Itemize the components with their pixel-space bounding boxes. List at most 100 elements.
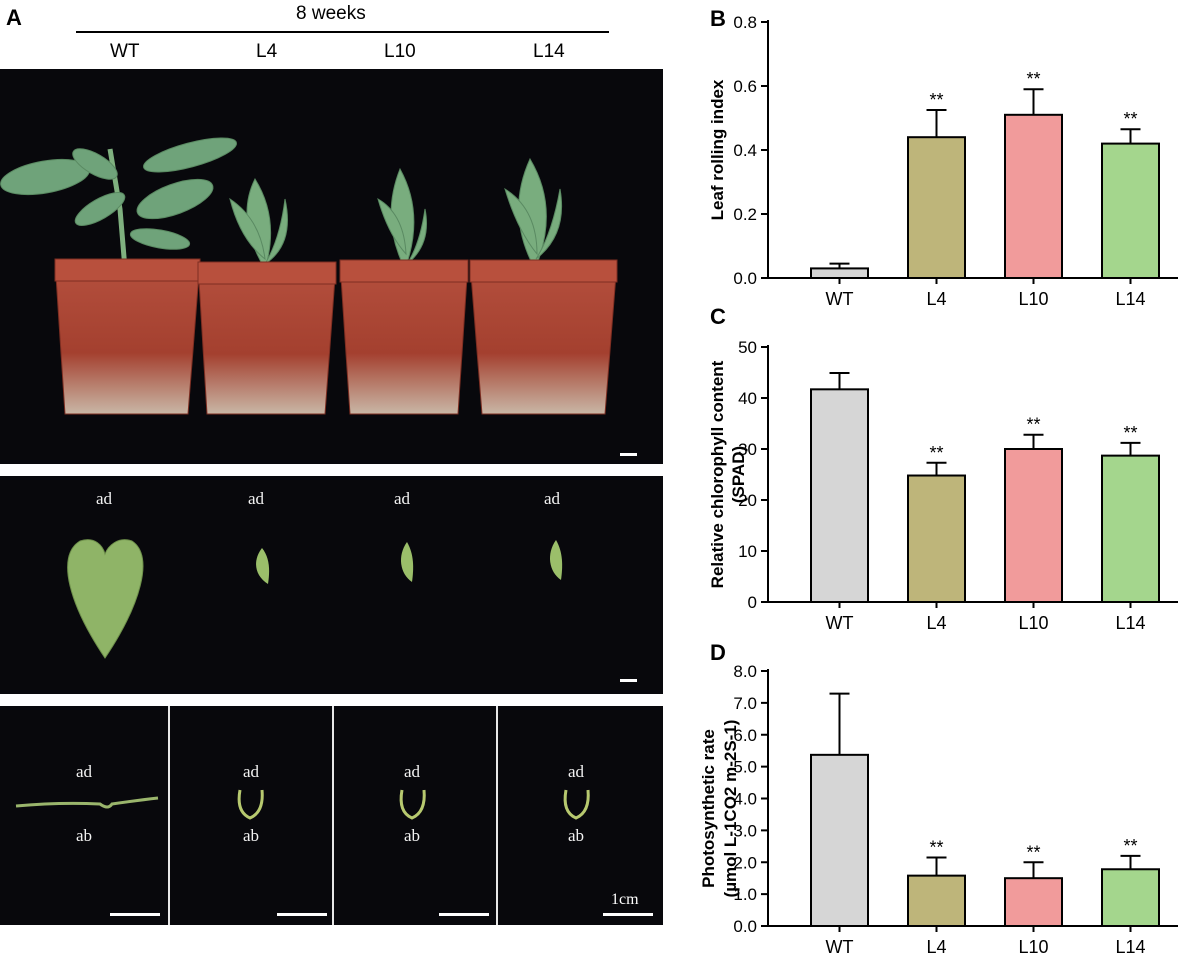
bar-l4 <box>907 874 966 928</box>
l4-section <box>237 789 264 820</box>
panel-b-label: B <box>710 6 726 31</box>
y-tick-label: 0.8 <box>733 13 757 32</box>
bar-l10 <box>1004 448 1063 603</box>
l10-section <box>399 789 426 820</box>
header-line <box>76 31 609 33</box>
y-tick-label: 5.0 <box>733 758 757 777</box>
y-tick-label: 0.2 <box>733 205 757 224</box>
bar-l10 <box>1004 113 1063 279</box>
leaf-label-ad-wt: ad <box>96 489 113 508</box>
y-tick-label: 6.0 <box>733 726 757 745</box>
panel-d-label: D <box>710 640 726 665</box>
panel-a-header: 8 weeks <box>296 3 366 24</box>
section-label-ad-wt: ad <box>76 762 93 781</box>
divider-2 <box>332 706 334 925</box>
bar-l14 <box>1101 868 1160 928</box>
y-tick-label: 50 <box>738 338 757 357</box>
y-tick-label: 2.0 <box>733 853 757 872</box>
l4-leaf <box>256 548 270 584</box>
y-tick-label: 0.4 <box>733 141 757 160</box>
chart-b: B 0.0 0.2 0.4 0.6 0.8 WT L4 ** L10 ** L14 ** Leaf rol… <box>708 6 1178 309</box>
bar-l4 <box>907 474 966 603</box>
bar-l14 <box>1101 142 1160 279</box>
plants-photo <box>0 69 663 464</box>
section-label-ab-l4: ab <box>243 826 260 845</box>
significance-label: ** <box>929 90 943 110</box>
x-tick-label: L10 <box>1018 289 1048 309</box>
leaf-label-ad-l4: ad <box>248 489 265 508</box>
section-label-ad-l14: ad <box>568 762 585 781</box>
y-axis-label: Photosynthetic rate <box>699 729 718 888</box>
column-label-l14: L14 <box>533 41 565 62</box>
l4-plant <box>229 177 288 271</box>
leaf-label-ad-l10: ad <box>394 489 411 508</box>
x-tick-label: L14 <box>1115 613 1145 633</box>
section-label-ab-l10: ab <box>404 826 421 845</box>
scale-bar-6 <box>603 913 653 916</box>
y-tick-label: 10 <box>738 542 757 561</box>
y-tick-label: 40 <box>738 389 757 408</box>
significance-label: ** <box>1026 69 1040 89</box>
y-tick-label: 0.6 <box>733 77 757 96</box>
significance-label: ** <box>1026 842 1040 862</box>
leaf-label-ad-l14: ad <box>544 489 561 508</box>
significance-label: ** <box>929 837 943 857</box>
bar-l14 <box>1101 454 1160 603</box>
l10-leaf <box>400 542 414 582</box>
scale-bar-5 <box>439 913 489 916</box>
y-tick-label: 8.0 <box>733 662 757 681</box>
section-label-ad-l4: ad <box>243 762 260 781</box>
y-tick-label: 20 <box>738 491 757 510</box>
x-tick-label: L10 <box>1018 937 1048 957</box>
x-tick-label: L14 <box>1115 289 1145 309</box>
x-tick-label: WT <box>826 289 854 309</box>
divider-1 <box>168 706 170 925</box>
y-tick-label: 0.0 <box>733 269 757 288</box>
y-tick-label: 4.0 <box>733 790 757 809</box>
chart-d: D 0.0 1.0 2.0 3.0 4.0 5.0 6.0 7.0 8.0 WT L4 ** L10 ** L… <box>699 640 1178 957</box>
y-tick-label: 7.0 <box>733 694 757 713</box>
bar-l4 <box>907 136 966 279</box>
column-label-l10: L10 <box>384 41 416 62</box>
chart-c: C 0 10 20 30 40 50 WT L4 ** L10 ** L14 ** Relative chl… <box>708 304 1178 633</box>
wt-section <box>15 796 159 809</box>
scale-bar-1 <box>620 453 637 456</box>
significance-label: ** <box>1026 415 1040 435</box>
bar-wt <box>810 388 869 603</box>
x-tick-label: L4 <box>926 937 946 957</box>
x-tick-label: WT <box>826 613 854 633</box>
y-tick-label: 1.0 <box>733 885 757 904</box>
y-axis-label: Relative chlorophyll content <box>708 360 727 588</box>
y-tick-label: 0 <box>748 593 757 612</box>
leaves-photo: ad ad ad ad <box>0 476 663 694</box>
y-axis-label: Leaf rolling index <box>708 79 727 220</box>
x-tick-label: L10 <box>1018 613 1048 633</box>
bar-l10 <box>1004 877 1063 927</box>
bar-wt <box>810 753 869 927</box>
section-label-ad-l10: ad <box>404 762 421 781</box>
y-axis-label-units: (SPAD) <box>729 446 748 503</box>
divider-3 <box>496 706 498 925</box>
y-tick-label: 30 <box>738 440 757 459</box>
column-label-wt: WT <box>110 41 140 62</box>
panel-a-label: A <box>6 5 22 30</box>
section-label-ab-l14: ab <box>568 826 585 845</box>
l10-plant <box>377 167 428 271</box>
y-tick-label: 0.0 <box>733 917 757 936</box>
y-tick-label: 3.0 <box>733 821 757 840</box>
significance-label: ** <box>929 443 943 463</box>
scale-bar-2 <box>620 679 637 682</box>
significance-label: ** <box>1123 836 1137 856</box>
wt-leaf <box>67 539 144 659</box>
section-label-ab-wt: ab <box>76 826 93 845</box>
l14-section <box>563 789 590 820</box>
l14-leaf <box>549 540 563 580</box>
significance-label: ** <box>1123 423 1137 443</box>
scale-bar-4 <box>277 913 327 916</box>
panel-c-label: C <box>710 304 726 329</box>
x-tick-label: L14 <box>1115 937 1145 957</box>
bar-wt <box>810 267 869 279</box>
pots <box>54 258 618 415</box>
significance-label: ** <box>1123 109 1137 129</box>
